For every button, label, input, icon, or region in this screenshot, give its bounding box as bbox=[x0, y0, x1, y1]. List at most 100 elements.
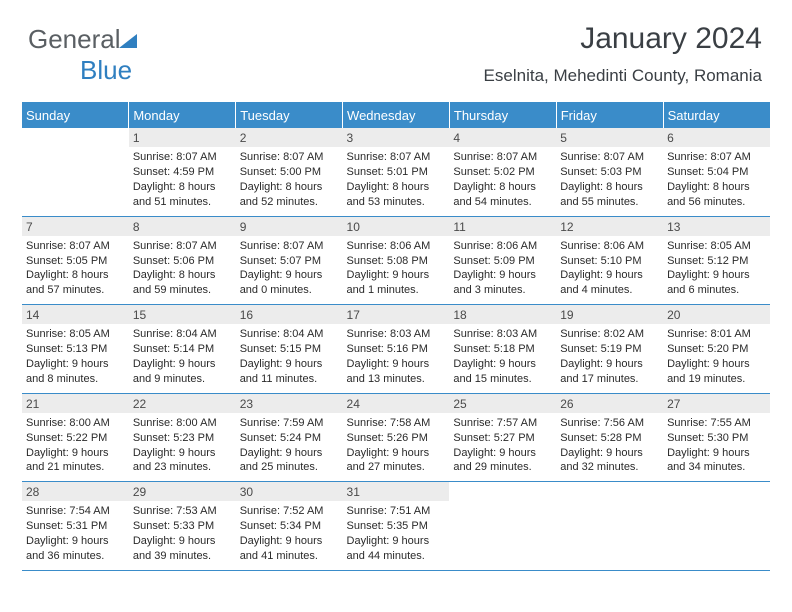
sunrise-text: Sunrise: 7:52 AM bbox=[240, 504, 339, 519]
weekday-header: Wednesday bbox=[343, 102, 450, 128]
page-subtitle: Eselnita, Mehedinti County, Romania bbox=[484, 66, 762, 86]
sunset-text: Sunset: 4:59 PM bbox=[133, 165, 232, 180]
daylight-minutes-text: and 57 minutes. bbox=[26, 283, 125, 298]
day-cell: Sunrise: 8:03 AMSunset: 5:18 PMDaylight:… bbox=[449, 324, 556, 393]
daylight-text: Daylight: 9 hours bbox=[26, 446, 125, 461]
sunset-text: Sunset: 5:10 PM bbox=[560, 254, 659, 269]
sunrise-text: Sunrise: 8:07 AM bbox=[667, 150, 766, 165]
sunset-text: Sunset: 5:35 PM bbox=[347, 519, 446, 534]
sunrise-text: Sunrise: 8:06 AM bbox=[347, 239, 446, 254]
daylight-minutes-text: and 4 minutes. bbox=[560, 283, 659, 298]
daylight-text: Daylight: 8 hours bbox=[347, 180, 446, 195]
daylight-text: Daylight: 9 hours bbox=[133, 446, 232, 461]
sunrise-text: Sunrise: 7:51 AM bbox=[347, 504, 446, 519]
day-number-cell: 27 bbox=[663, 393, 770, 413]
daylight-text: Daylight: 9 hours bbox=[560, 357, 659, 372]
calendar-week-row: Sunrise: 8:07 AMSunset: 5:05 PMDaylight:… bbox=[22, 236, 770, 305]
daylight-minutes-text: and 34 minutes. bbox=[667, 460, 766, 475]
day-cell: Sunrise: 8:07 AMSunset: 5:05 PMDaylight:… bbox=[22, 236, 129, 305]
daylight-text: Daylight: 9 hours bbox=[133, 357, 232, 372]
daylight-minutes-text: and 27 minutes. bbox=[347, 460, 446, 475]
sunset-text: Sunset: 5:04 PM bbox=[667, 165, 766, 180]
day-cell: Sunrise: 8:07 AMSunset: 5:04 PMDaylight:… bbox=[663, 147, 770, 216]
day-cell: Sunrise: 8:05 AMSunset: 5:12 PMDaylight:… bbox=[663, 236, 770, 305]
calendar-week-row: Sunrise: 8:00 AMSunset: 5:22 PMDaylight:… bbox=[22, 413, 770, 482]
weekday-header: Monday bbox=[129, 102, 236, 128]
sunset-text: Sunset: 5:33 PM bbox=[133, 519, 232, 534]
day-number-cell: 13 bbox=[663, 216, 770, 236]
sunset-text: Sunset: 5:18 PM bbox=[453, 342, 552, 357]
sunset-text: Sunset: 5:05 PM bbox=[26, 254, 125, 269]
day-number-cell bbox=[449, 482, 556, 502]
daylight-text: Daylight: 8 hours bbox=[453, 180, 552, 195]
daylight-text: Daylight: 9 hours bbox=[453, 268, 552, 283]
daylight-minutes-text: and 1 minutes. bbox=[347, 283, 446, 298]
daylight-minutes-text: and 55 minutes. bbox=[560, 195, 659, 210]
sunset-text: Sunset: 5:09 PM bbox=[453, 254, 552, 269]
day-cell: Sunrise: 7:52 AMSunset: 5:34 PMDaylight:… bbox=[236, 501, 343, 570]
day-number-cell: 4 bbox=[449, 128, 556, 147]
day-number-cell: 19 bbox=[556, 305, 663, 325]
weekday-header: Friday bbox=[556, 102, 663, 128]
daylight-text: Daylight: 9 hours bbox=[26, 357, 125, 372]
sunrise-text: Sunrise: 8:07 AM bbox=[240, 239, 339, 254]
day-number-cell bbox=[663, 482, 770, 502]
sunrise-text: Sunrise: 7:59 AM bbox=[240, 416, 339, 431]
sunrise-text: Sunrise: 8:02 AM bbox=[560, 327, 659, 342]
daylight-text: Daylight: 8 hours bbox=[26, 268, 125, 283]
day-number-row: 123456 bbox=[22, 128, 770, 147]
daylight-text: Daylight: 9 hours bbox=[240, 357, 339, 372]
day-number-cell: 2 bbox=[236, 128, 343, 147]
sunset-text: Sunset: 5:15 PM bbox=[240, 342, 339, 357]
brand-triangle-icon bbox=[117, 32, 139, 50]
day-cell: Sunrise: 8:06 AMSunset: 5:10 PMDaylight:… bbox=[556, 236, 663, 305]
sunrise-text: Sunrise: 8:07 AM bbox=[133, 150, 232, 165]
day-cell bbox=[449, 501, 556, 570]
day-number-cell: 17 bbox=[343, 305, 450, 325]
day-number-cell: 20 bbox=[663, 305, 770, 325]
sunset-text: Sunset: 5:00 PM bbox=[240, 165, 339, 180]
day-cell: Sunrise: 8:07 AMSunset: 5:03 PMDaylight:… bbox=[556, 147, 663, 216]
sunset-text: Sunset: 5:13 PM bbox=[26, 342, 125, 357]
sunrise-text: Sunrise: 8:01 AM bbox=[667, 327, 766, 342]
daylight-minutes-text: and 17 minutes. bbox=[560, 372, 659, 387]
day-number-cell: 18 bbox=[449, 305, 556, 325]
sunset-text: Sunset: 5:20 PM bbox=[667, 342, 766, 357]
sunset-text: Sunset: 5:07 PM bbox=[240, 254, 339, 269]
daylight-text: Daylight: 9 hours bbox=[347, 357, 446, 372]
daylight-minutes-text: and 44 minutes. bbox=[347, 549, 446, 564]
daylight-minutes-text: and 29 minutes. bbox=[453, 460, 552, 475]
daylight-minutes-text: and 56 minutes. bbox=[667, 195, 766, 210]
day-cell: Sunrise: 7:51 AMSunset: 5:35 PMDaylight:… bbox=[343, 501, 450, 570]
day-cell: Sunrise: 7:54 AMSunset: 5:31 PMDaylight:… bbox=[22, 501, 129, 570]
day-cell: Sunrise: 8:07 AMSunset: 5:01 PMDaylight:… bbox=[343, 147, 450, 216]
sunrise-text: Sunrise: 7:56 AM bbox=[560, 416, 659, 431]
day-cell: Sunrise: 7:53 AMSunset: 5:33 PMDaylight:… bbox=[129, 501, 236, 570]
daylight-minutes-text: and 53 minutes. bbox=[347, 195, 446, 210]
day-number-row: 21222324252627 bbox=[22, 393, 770, 413]
daylight-minutes-text: and 23 minutes. bbox=[133, 460, 232, 475]
daylight-text: Daylight: 9 hours bbox=[347, 446, 446, 461]
daylight-text: Daylight: 9 hours bbox=[453, 357, 552, 372]
day-number-cell: 6 bbox=[663, 128, 770, 147]
weekday-header: Tuesday bbox=[236, 102, 343, 128]
sunrise-text: Sunrise: 8:03 AM bbox=[453, 327, 552, 342]
daylight-text: Daylight: 9 hours bbox=[240, 446, 339, 461]
day-number-row: 78910111213 bbox=[22, 216, 770, 236]
sunrise-text: Sunrise: 8:05 AM bbox=[667, 239, 766, 254]
day-number-row: 14151617181920 bbox=[22, 305, 770, 325]
sunset-text: Sunset: 5:30 PM bbox=[667, 431, 766, 446]
day-number-cell: 8 bbox=[129, 216, 236, 236]
day-cell: Sunrise: 8:02 AMSunset: 5:19 PMDaylight:… bbox=[556, 324, 663, 393]
day-cell: Sunrise: 8:00 AMSunset: 5:22 PMDaylight:… bbox=[22, 413, 129, 482]
day-cell: Sunrise: 8:04 AMSunset: 5:15 PMDaylight:… bbox=[236, 324, 343, 393]
day-number-row: 28293031 bbox=[22, 482, 770, 502]
brand-part2: Blue bbox=[80, 55, 132, 85]
day-cell: Sunrise: 8:06 AMSunset: 5:09 PMDaylight:… bbox=[449, 236, 556, 305]
day-cell: Sunrise: 8:07 AMSunset: 5:07 PMDaylight:… bbox=[236, 236, 343, 305]
day-cell: Sunrise: 8:00 AMSunset: 5:23 PMDaylight:… bbox=[129, 413, 236, 482]
sunset-text: Sunset: 5:08 PM bbox=[347, 254, 446, 269]
day-cell: Sunrise: 8:03 AMSunset: 5:16 PMDaylight:… bbox=[343, 324, 450, 393]
daylight-text: Daylight: 9 hours bbox=[240, 534, 339, 549]
daylight-text: Daylight: 9 hours bbox=[667, 357, 766, 372]
